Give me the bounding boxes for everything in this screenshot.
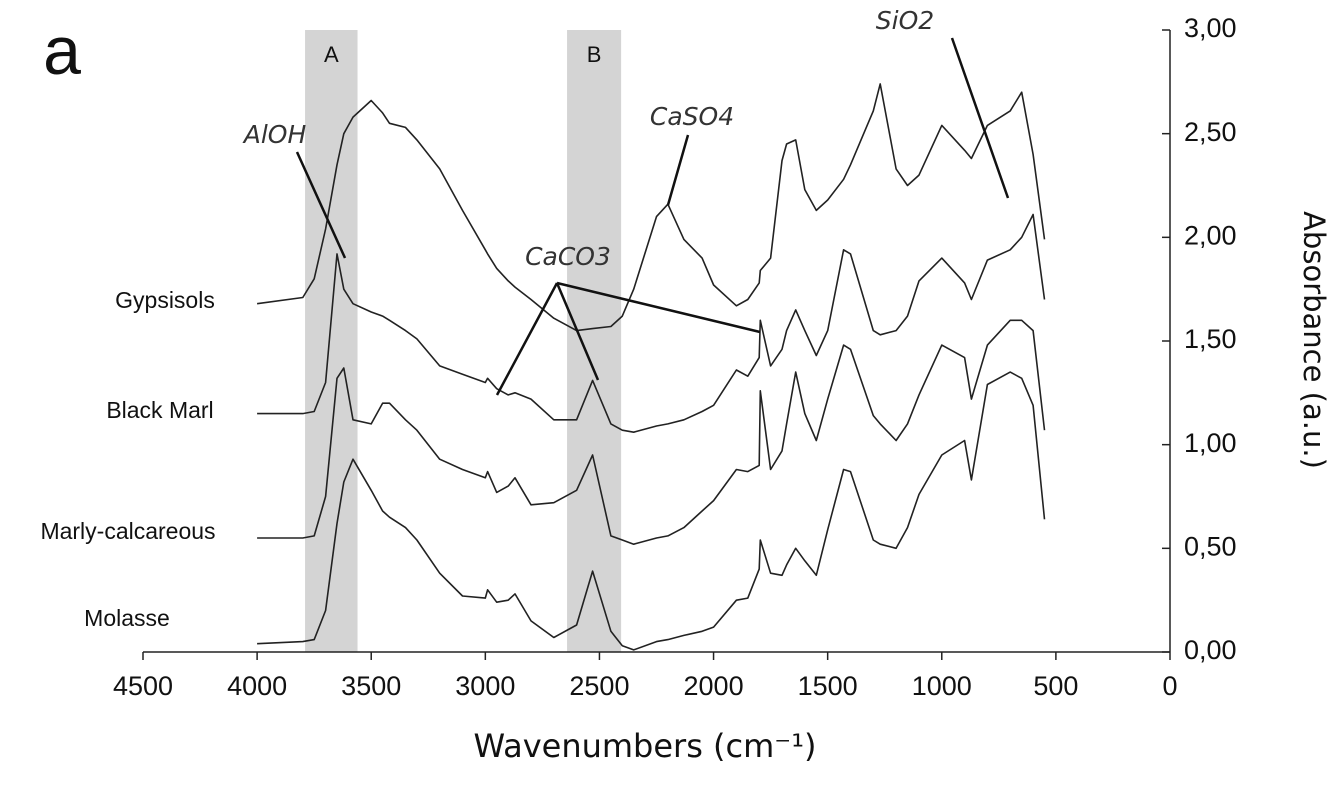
x-tick-label: 1000: [912, 671, 972, 701]
annotation-leader: [555, 282, 600, 381]
annotation: CaSO4: [650, 102, 734, 131]
y-tick-label: 0,00: [1184, 635, 1237, 665]
panel-label: a: [43, 13, 81, 89]
band: [567, 30, 622, 652]
spectrum-line: [257, 319, 1046, 545]
band-label: B: [587, 42, 602, 67]
band: [305, 30, 358, 652]
x-axis-title: Wavenumbers (cm⁻¹): [473, 727, 816, 765]
annotation: CaCO3: [525, 242, 611, 271]
x-tick-label: 4500: [113, 671, 173, 701]
x-tick-label: 0: [1162, 671, 1177, 701]
annotation: AlOH: [242, 120, 307, 149]
y-axis-title: Absorbance (a.u.): [1297, 211, 1331, 469]
spectrum-line: [257, 213, 1046, 433]
spectrum-line: [256, 83, 1046, 332]
annotation-leader: [556, 281, 761, 334]
y-tick-label: 0,50: [1184, 531, 1237, 561]
spectrum-line: [257, 371, 1046, 651]
y-tick-label: 2,00: [1184, 220, 1237, 250]
y-tick-label: 1,50: [1184, 324, 1237, 354]
x-tick-label: 4000: [227, 671, 287, 701]
x-tick-label: 2500: [569, 671, 629, 701]
series-label: Marly-calcareous: [40, 518, 215, 544]
y-tick-label: 1,00: [1184, 428, 1237, 458]
y-tick-label: 2,50: [1184, 117, 1237, 147]
annotation-leader: [666, 134, 690, 206]
x-tick-label: 3000: [455, 671, 515, 701]
series-label: Molasse: [84, 605, 170, 631]
x-tick-label: 1500: [798, 671, 858, 701]
annotation-leader: [295, 151, 347, 259]
x-tick-label: 2000: [684, 671, 744, 701]
x-tick-label: 3500: [341, 671, 401, 701]
annotation-leader: [950, 37, 1010, 199]
y-tick-label: 3,00: [1184, 13, 1237, 43]
x-tick-label: 500: [1033, 671, 1078, 701]
band-label: A: [324, 42, 339, 67]
series-label: Black Marl: [106, 397, 213, 423]
annotation: SiO2: [876, 6, 934, 35]
series-label: Gypsisols: [115, 287, 215, 313]
annotation-leader: [495, 282, 559, 396]
